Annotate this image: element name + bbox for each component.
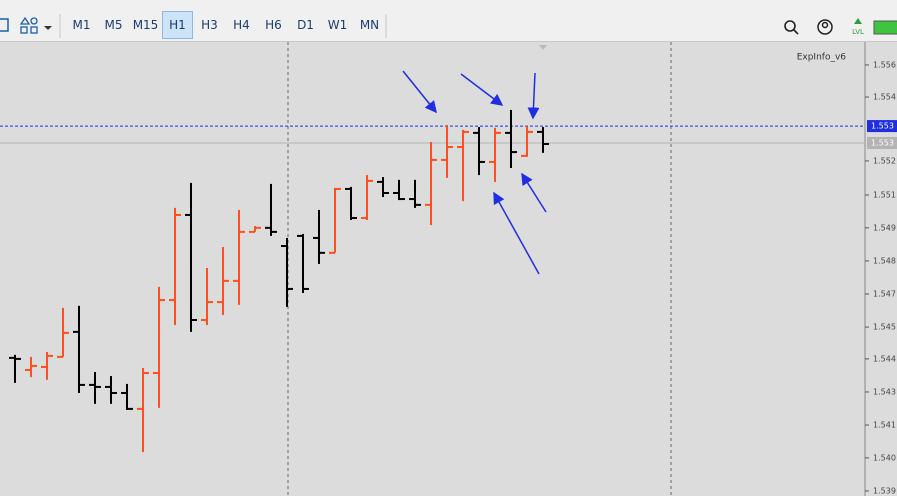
icon-account[interactable] [817,19,833,35]
y-tick-label: 1.549 [873,223,896,232]
y-tick-label: 1.543 [873,387,896,396]
timeframe-button[interactable]: H3 [201,18,218,32]
y-tick-label: 1.544 [873,354,896,363]
price-label-box [867,120,897,133]
lvl-label: LVL [852,28,864,36]
price-label: 1.553 [871,138,894,147]
toolbar: LVL M1 M5 M15 H1 H3 H4 H6 D1 W1 MN [0,0,897,42]
icon-lvl[interactable] [854,18,862,24]
timeframe-button[interactable]: H1 [162,11,193,39]
y-tick-label: 1.551 [873,191,896,200]
timeframe-button[interactable]: M15 [132,18,159,32]
y-tick-label: 1.554 [873,93,896,102]
dropdown-arrow[interactable] [44,26,52,30]
timeframe-button[interactable]: M1 [72,18,91,32]
y-tick-label: 1.540 [873,453,896,462]
y-tick-label: 1.541 [873,421,896,430]
timeframe-button[interactable]: H6 [265,18,282,32]
timeframe-button[interactable]: W1 [327,18,348,32]
chart: ExpInfo_v6 1.556 1.554 1.552 1.551 1.549 1.54… [0,42,897,496]
y-tick-label: 1.547 [873,289,896,298]
y-tick-label: 1.545 [873,323,896,332]
annotation-arrows [402,70,547,275]
icon-search[interactable] [784,20,799,35]
timeframe-button[interactable]: M5 [104,18,123,32]
icon-battery [873,20,897,35]
timeframe-button[interactable]: D1 [297,18,314,32]
indicator-label: ExpInfo_v6 [797,53,847,63]
price-label-box [867,136,897,149]
toolbar-icons: LVL [0,14,897,38]
shift-marker[interactable] [539,45,547,50]
icon-crosshair[interactable] [0,18,9,32]
y-tick-label: 1.552 [873,156,896,165]
timeframe-button[interactable]: H4 [233,18,250,32]
y-tick-label: 1.556 [873,60,896,69]
y-tick-label: 1.548 [873,256,896,265]
timeframe-button[interactable]: MN [359,18,380,32]
y-tick-label: 1.539 [873,486,896,495]
price-label: 1.553 [871,122,894,131]
icon-objects[interactable] [19,16,38,34]
